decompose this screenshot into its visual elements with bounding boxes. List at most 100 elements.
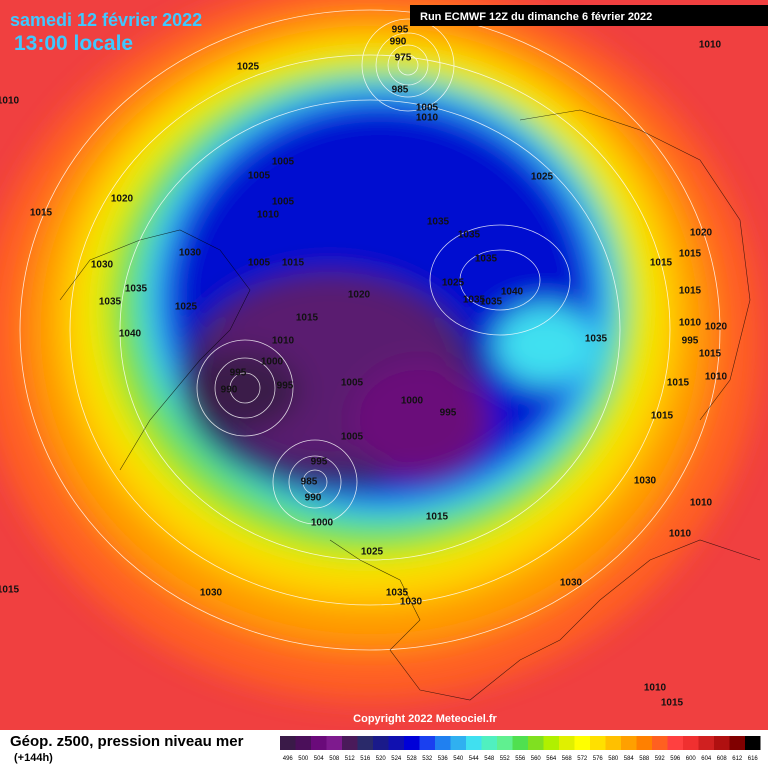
- isobar-label: 1010: [669, 529, 692, 540]
- isobar-label: 1030: [179, 248, 202, 259]
- legend-subtitle: (+144h): [14, 752, 53, 764]
- scale-label: 500: [298, 756, 309, 762]
- scale-swatch: [543, 736, 559, 750]
- scale-label: 528: [407, 756, 418, 762]
- isobar-label: 1030: [91, 260, 114, 271]
- scale-swatch: [590, 736, 606, 750]
- scale-swatch: [481, 736, 497, 750]
- scale-label: 560: [531, 756, 542, 762]
- scale-label: 532: [422, 756, 433, 762]
- isobar-label: 1020: [348, 290, 371, 301]
- scale-label: 520: [376, 756, 387, 762]
- scale-swatch: [311, 736, 327, 750]
- isobar-label: 1015: [679, 286, 702, 297]
- scale-swatch: [466, 736, 482, 750]
- isobar-label: 1000: [401, 396, 424, 407]
- scale-label: 592: [655, 756, 666, 762]
- isobar-label: 995: [440, 408, 457, 419]
- isobar-label: 1020: [111, 194, 134, 205]
- scale-label: 616: [748, 756, 759, 762]
- run-info: Run ECMWF 12Z du dimanche 6 février 2022: [420, 11, 652, 23]
- isobar-label: 1040: [501, 287, 524, 298]
- isobar-label: 1010: [679, 318, 702, 329]
- isobar-label: 1035: [475, 254, 498, 265]
- isobar-label: 1015: [679, 249, 702, 260]
- scale-swatch: [357, 736, 373, 750]
- time: 13:00 locale: [14, 32, 133, 55]
- scale-swatch: [698, 736, 714, 750]
- map: [0, 0, 768, 730]
- isobar-label: 1020: [705, 322, 728, 333]
- scale-swatch: [683, 736, 699, 750]
- isobar-label: 1015: [699, 349, 722, 360]
- isobar-label: 995: [311, 457, 328, 468]
- isobar-label: 1005: [272, 157, 295, 168]
- isobar-label: 1010: [705, 372, 728, 383]
- isobar-label: 1015: [296, 313, 319, 324]
- isobar-label: 1025: [361, 547, 384, 558]
- isobar-label: 990: [305, 493, 322, 504]
- isobar-label: 1025: [237, 62, 260, 73]
- isobar-label: 1000: [311, 518, 334, 529]
- isobar-label: 1000: [261, 357, 284, 368]
- date: samedi 12 février 2022: [10, 10, 202, 30]
- isobar-label: 1030: [400, 597, 423, 608]
- scale-label: 512: [345, 756, 356, 762]
- isobar-label: 1005: [341, 378, 364, 389]
- scale-swatch: [497, 736, 513, 750]
- scale-label: 588: [639, 756, 650, 762]
- isobar-label: 1035: [458, 230, 481, 241]
- scale-swatch: [605, 736, 621, 750]
- isobar-label: 1035: [480, 297, 503, 308]
- isobar-label: 995: [277, 381, 294, 392]
- isobar-label: 1015: [0, 585, 20, 596]
- isobar-label: 985: [392, 85, 409, 96]
- scale-label: 504: [314, 756, 325, 762]
- isobar-label: 1005: [248, 171, 271, 182]
- scale-swatch: [373, 736, 389, 750]
- scale-label: 552: [500, 756, 511, 762]
- isobar-label: 985: [301, 477, 318, 488]
- scale-swatch: [559, 736, 575, 750]
- scale-label: 584: [624, 756, 635, 762]
- isobar-label: 1010: [257, 210, 280, 221]
- isobar-label: 1035: [125, 284, 148, 295]
- scale-label: 548: [484, 756, 495, 762]
- isobar-label: 1015: [650, 258, 673, 269]
- scale-label: 572: [577, 756, 588, 762]
- isobar-label: 1035: [99, 297, 122, 308]
- scale-swatch: [388, 736, 404, 750]
- scale-swatch: [295, 736, 311, 750]
- scale-label: 568: [562, 756, 573, 762]
- scale-swatch: [450, 736, 466, 750]
- scale-swatch: [512, 736, 528, 750]
- isobar-label: 1030: [560, 578, 583, 589]
- isobar-labels: 9959909759851010102510101005101010051005…: [0, 25, 728, 709]
- isobar-label: 1010: [272, 336, 295, 347]
- isobar-label: 1010: [416, 113, 439, 124]
- scale-label: 544: [469, 756, 480, 762]
- isobar-label: 1035: [386, 588, 409, 599]
- scale-swatch: [342, 736, 358, 750]
- legend-title: Géop. z500, pression niveau mer: [10, 733, 244, 750]
- isobar-label: 1005: [416, 103, 439, 114]
- scale-label: 580: [608, 756, 619, 762]
- isobar-label: 1025: [442, 278, 465, 289]
- scale-label: 508: [329, 756, 340, 762]
- isobar-label: 1035: [427, 217, 450, 228]
- scale-swatch: [404, 736, 420, 750]
- scale-swatch: [621, 736, 637, 750]
- scale-swatch: [326, 736, 342, 750]
- isobar-label: 1035: [463, 295, 486, 306]
- isobar-label: 1035: [585, 334, 608, 345]
- isobar-label: 1030: [634, 476, 657, 487]
- scale-swatch: [280, 736, 296, 750]
- isobar-label: 995: [682, 336, 699, 347]
- isobar-label: 1010: [0, 96, 20, 107]
- scale-swatch: [745, 736, 761, 750]
- scale-label: 604: [701, 756, 712, 762]
- isobar-label: 1025: [531, 172, 554, 183]
- isobar-label: 1025: [175, 302, 198, 313]
- run-box: [410, 5, 768, 26]
